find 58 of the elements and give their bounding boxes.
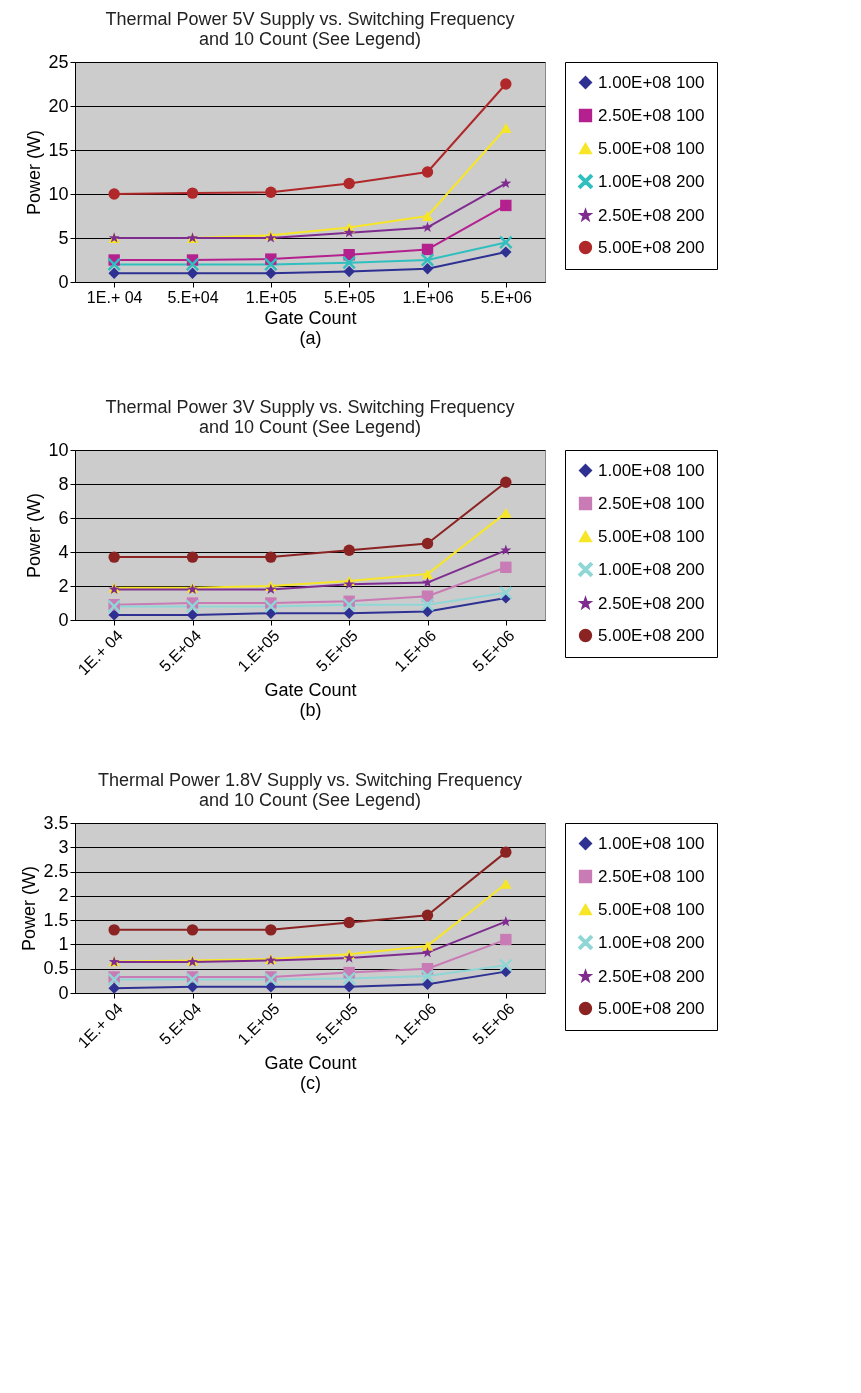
chart-title: Thermal Power 3V Supply vs. Switching Frequency and 10 Count (See Legend): [105, 397, 515, 437]
x-axis-title: Gate Count: [264, 1053, 357, 1074]
y-tick-label: 2: [58, 885, 69, 906]
y-tick-label: 0.5: [43, 958, 69, 979]
y-tick-label: 10: [48, 439, 69, 460]
y-tick-label: 20: [48, 95, 69, 116]
text: (c): [300, 1073, 321, 1094]
legend-label: 1.00E+08 100: [598, 72, 705, 92]
y-tick-label: 3: [58, 836, 69, 857]
x-tick-label: 1.E+06: [402, 288, 454, 306]
text: (a): [299, 327, 322, 348]
y-tick-label: 1: [58, 933, 69, 954]
y-tick-label: 5: [58, 227, 69, 248]
y-axis-title: Power (W): [24, 130, 45, 215]
legend-label: 1.00E+08 200: [598, 559, 705, 579]
y-tick-label: 0: [58, 271, 69, 292]
legend-label: 2.50E+08 200: [598, 966, 705, 986]
chart-title: Thermal Power 5V Supply vs. Switching Frequency and 10 Count (See Legend): [105, 9, 515, 49]
y-tick-label: 8: [58, 473, 69, 494]
legend-label: 1.00E+08 200: [598, 171, 705, 191]
y-tick-label: 2.5: [43, 861, 69, 882]
legend-label: 1.00E+08 200: [598, 932, 705, 952]
y-tick-label: 4: [58, 541, 69, 562]
x-tick-label: 5.E+04: [167, 288, 219, 306]
y-axis-title: Power (W): [19, 866, 40, 951]
y-axis-title: Power (W): [24, 493, 45, 578]
y-tick-label: 0: [58, 982, 69, 1003]
x-tick-label: 5.E+06: [480, 288, 533, 306]
y-tick-label: 2: [58, 575, 69, 596]
y-tick-label: 25: [48, 51, 69, 72]
x-axis-title: Gate Count: [264, 307, 357, 328]
x-tick-label: 1E.+ 04: [74, 626, 127, 679]
legend-label: 1.00E+08 100: [598, 460, 705, 480]
legend-label: 5.00E+08 200: [598, 625, 705, 645]
x-tick-label: 1E.+ 04: [86, 288, 143, 306]
legend-label: 5.00E+08 200: [598, 998, 705, 1018]
legend-label: 1.00E+08 100: [598, 833, 705, 853]
x-tick-label: 1.E+05: [245, 288, 298, 306]
legend-label: 2.50E+08 100: [598, 493, 705, 513]
legend-label: 5.00E+08 100: [598, 899, 705, 919]
y-tick-label: 3.5: [43, 812, 69, 833]
y-tick-label: 6: [58, 507, 69, 528]
y-tick-label: 1.5: [43, 909, 69, 930]
legend-label: 5.00E+08 100: [598, 138, 705, 158]
x-axis-title: Gate Count: [264, 680, 357, 701]
legend-label: 2.50E+08 200: [598, 593, 705, 613]
legend-label: 5.00E+08 100: [598, 526, 705, 546]
legend-label: 2.50E+08 100: [598, 866, 705, 886]
y-tick-label: 15: [48, 139, 69, 160]
legend-label: 2.50E+08 100: [598, 105, 705, 125]
x-tick-label: 1E.+ 04: [74, 999, 127, 1052]
legend-label: 2.50E+08 200: [598, 205, 705, 225]
y-tick-label: 0: [58, 609, 69, 630]
text: (b): [299, 700, 322, 721]
y-tick-label: 10: [48, 183, 69, 204]
legend-label: 5.00E+08 200: [598, 237, 705, 257]
chart-title: Thermal Power 1.8V Supply vs. Switching Frequency and 10 Count (See Legend): [97, 770, 523, 810]
x-tick-label: 5.E+05: [324, 288, 376, 306]
